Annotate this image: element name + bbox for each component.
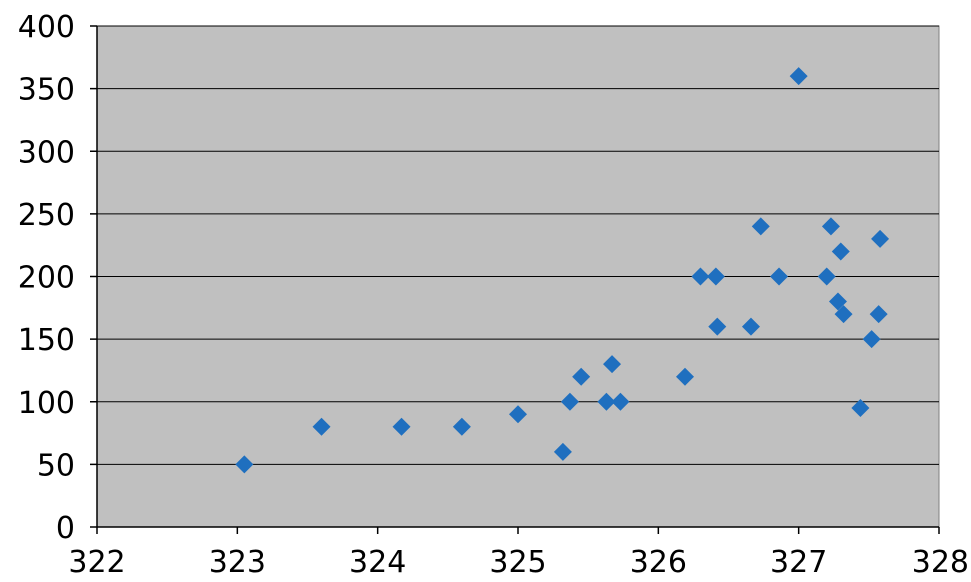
x-tick-label: 328 <box>912 545 969 580</box>
y-tick-label: 50 <box>37 448 75 483</box>
y-tick-label: 100 <box>18 386 75 421</box>
data-point <box>603 355 622 374</box>
data-point <box>862 330 881 349</box>
data-point <box>611 392 630 411</box>
data-point <box>821 217 840 236</box>
data-point <box>235 455 254 474</box>
data-point <box>831 242 850 261</box>
data-point <box>597 392 616 411</box>
y-tick-label: 200 <box>18 261 75 296</box>
data-point <box>392 417 411 436</box>
data-point <box>509 405 527 424</box>
data-point <box>312 417 331 436</box>
data-point <box>675 367 694 386</box>
x-tick-label: 323 <box>209 545 266 580</box>
data-point <box>817 267 836 286</box>
x-tick-label: 322 <box>68 545 125 580</box>
x-tick-label: 326 <box>630 545 687 580</box>
data-points <box>235 67 890 474</box>
data-point <box>452 417 471 436</box>
y-tick-label: 250 <box>18 198 75 233</box>
x-tick-label: 324 <box>349 545 406 580</box>
y-tick-label: 0 <box>56 511 75 546</box>
y-tick-label: 350 <box>18 73 75 108</box>
data-point <box>691 267 710 286</box>
data-point <box>869 305 888 324</box>
x-tick-label: 327 <box>770 545 827 580</box>
data-point <box>706 267 725 286</box>
data-point <box>751 217 770 236</box>
y-tick-label: 400 <box>18 10 75 45</box>
y-tick-label: 300 <box>18 135 75 170</box>
data-point <box>553 442 572 461</box>
data-point <box>708 317 727 336</box>
x-axis-ticks: 322 323 324 325 326 327 328 <box>68 527 969 580</box>
y-axis-ticks: 0 50 100 150 200 250 300 350 400 <box>18 10 97 546</box>
data-point <box>851 399 870 418</box>
data-point <box>560 392 579 411</box>
data-point <box>741 317 760 336</box>
x-tick-label: 325 <box>489 545 546 580</box>
data-point <box>789 67 808 86</box>
data-point <box>572 367 591 386</box>
data-point <box>871 229 890 248</box>
data-point <box>834 305 853 324</box>
data-point <box>828 292 847 311</box>
y-tick-label: 150 <box>18 323 75 358</box>
data-point <box>770 267 789 286</box>
